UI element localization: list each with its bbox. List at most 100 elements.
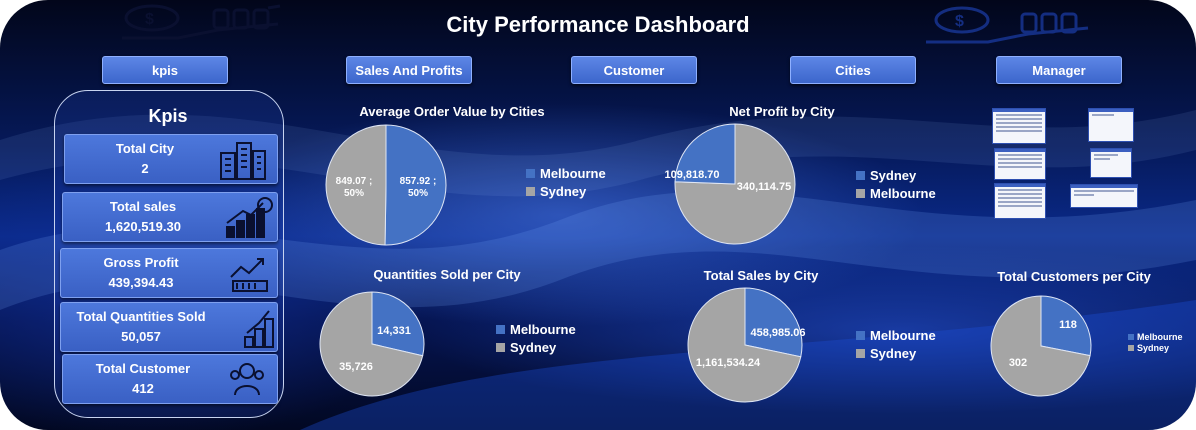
legend-swatch	[496, 342, 505, 352]
legend-swatch	[1128, 333, 1134, 340]
legend-label: Sydney	[510, 339, 557, 355]
legend-item: Melbourne	[856, 326, 936, 344]
manager-form-thumbnail[interactable]	[994, 148, 1046, 180]
data-label: 340,114.75	[737, 181, 791, 193]
kpi-value: 439,394.43	[108, 275, 174, 290]
kpi-label: Total sales	[109, 199, 177, 214]
kpi-value: 412	[132, 381, 154, 396]
chart-title: Quantities Sold per City	[373, 267, 521, 282]
legend-swatch	[526, 186, 535, 196]
legend-item: Melbourne	[1128, 331, 1183, 342]
manager-form-thumbnail[interactable]	[1090, 148, 1132, 178]
kpi-label: Total Quantities Sold	[76, 309, 206, 324]
kpi-card-total-quantities-sold: Total Quantities Sold 50,057	[60, 302, 278, 352]
manager-form-thumbnail[interactable]	[994, 183, 1046, 219]
pie-slice-melbourne	[674, 123, 736, 185]
legend-item: Sydney	[856, 166, 936, 184]
data-label: 857.92 ; 50%	[400, 176, 437, 199]
data-label: 458,985.06	[750, 327, 805, 339]
manager-form-thumbnail[interactable]	[1070, 184, 1138, 208]
chart-legend: Sydney Melbourne	[856, 166, 936, 202]
pie-chart-quantities-sold: 14,331 35,726	[319, 291, 425, 397]
legend-item: Melbourne	[496, 320, 576, 338]
legend-swatch	[496, 324, 505, 334]
legend-item: Sydney	[1128, 342, 1183, 353]
kpi-card-total-customer: Total Customer 412	[62, 354, 278, 404]
manager-form-thumbnail[interactable]	[992, 108, 1046, 144]
pie-slice-sydney	[990, 295, 1091, 397]
legend-swatch	[1128, 344, 1134, 351]
legend-item: Sydney	[856, 344, 936, 362]
pie-slice-melbourne	[1040, 295, 1092, 357]
pie-slice-sydney	[319, 291, 424, 397]
pie-slice-melbourne	[371, 291, 425, 357]
kpi-value: 1,620,519.30	[105, 219, 181, 234]
legend-label: Sydney	[870, 345, 917, 361]
data-label: 1,161,534.24	[696, 357, 761, 369]
nav-button-customer[interactable]: Customer	[571, 56, 697, 84]
legend-label: Melbourne	[870, 327, 936, 343]
sales-growth-icon	[226, 197, 273, 238]
svg-text:$: $	[145, 11, 154, 28]
legend-label: Melbourne	[870, 185, 936, 201]
kpi-value: 50,057	[121, 329, 161, 344]
nav-button-cities[interactable]: Cities	[790, 56, 916, 84]
customers-icon	[230, 363, 264, 396]
money-hand-icon: $	[122, 4, 281, 40]
legend-item: Melbourne	[856, 184, 936, 202]
legend-label: Sydney	[540, 183, 587, 199]
chart-legend: Melbourne Sydney	[496, 320, 576, 356]
nav-button-manager[interactable]: Manager	[996, 56, 1122, 84]
stacked-coins-icon	[244, 310, 274, 348]
kpi-value: 2	[141, 161, 149, 176]
kpi-label: Gross Profit	[103, 255, 179, 270]
legend-swatch	[856, 170, 865, 180]
legend-swatch	[526, 168, 535, 178]
pie-chart-average-order-value: 857.92 ; 50% 849.07 ; 50%	[325, 124, 447, 246]
profit-chart-icon	[230, 258, 268, 292]
legend-item: Sydney	[526, 182, 606, 200]
pie-slice-melbourne	[384, 124, 447, 246]
legend-swatch	[856, 188, 865, 198]
data-label: 118	[1059, 319, 1077, 331]
kpi-label: Total City	[115, 141, 175, 156]
kpi-card-gross-profit: Gross Profit 439,394.43	[60, 248, 278, 298]
legend-label: Sydney	[870, 167, 917, 183]
pie-slice-melbourne	[744, 287, 803, 358]
pie-chart-total-sales: 458,985.06 1,161,534.24	[687, 287, 806, 403]
svg-text:$: $	[955, 13, 964, 30]
pie-chart-net-profit: 340,114.75 109,818.70	[664, 123, 796, 245]
kpi-heading: Kpis	[148, 106, 188, 126]
chart-title: Total Sales by City	[703, 268, 819, 283]
data-label: 302	[1009, 357, 1027, 369]
pie-chart-total-customers: 118 302	[990, 295, 1092, 397]
pie-slice-sydney	[325, 124, 387, 246]
chart-legend: Melbourne Sydney	[526, 164, 606, 200]
kpi-card-total-sales: Total sales 1,620,519.30	[62, 192, 278, 242]
data-label: 109,818.70	[664, 169, 719, 181]
nav-button-sales-and-profits[interactable]: Sales And Profits	[346, 56, 472, 84]
pie-slice-sydney	[687, 287, 802, 403]
manager-form-thumbnail[interactable]	[1088, 108, 1134, 142]
chart-title: Net Profit by City	[729, 104, 835, 119]
money-hand-icon: $	[926, 6, 1089, 44]
legend-label: Melbourne	[540, 165, 606, 181]
legend-item: Melbourne	[526, 164, 606, 182]
legend-label: Sydney	[1137, 342, 1170, 353]
data-label: 35,726	[339, 361, 373, 373]
buildings-icon	[220, 142, 266, 180]
chart-title: Total Customers per City	[997, 269, 1151, 284]
nav-button-kpis[interactable]: kpis	[102, 56, 228, 84]
legend-swatch	[856, 348, 865, 358]
kpi-card-total-city: Total City 2	[64, 134, 278, 184]
chart-title: Average Order Value by Cities	[359, 104, 545, 119]
legend-label: Melbourne	[510, 321, 576, 337]
chart-legend: Melbourne Sydney	[1128, 331, 1183, 353]
data-label: 849.07 ; 50%	[336, 176, 373, 199]
legend-label: Melbourne	[1137, 331, 1183, 342]
data-label: 14,331	[377, 325, 411, 337]
chart-legend: Melbourne Sydney	[856, 326, 936, 362]
legend-item: Sydney	[496, 338, 576, 356]
page-title: City Performance Dashboard	[446, 12, 750, 37]
